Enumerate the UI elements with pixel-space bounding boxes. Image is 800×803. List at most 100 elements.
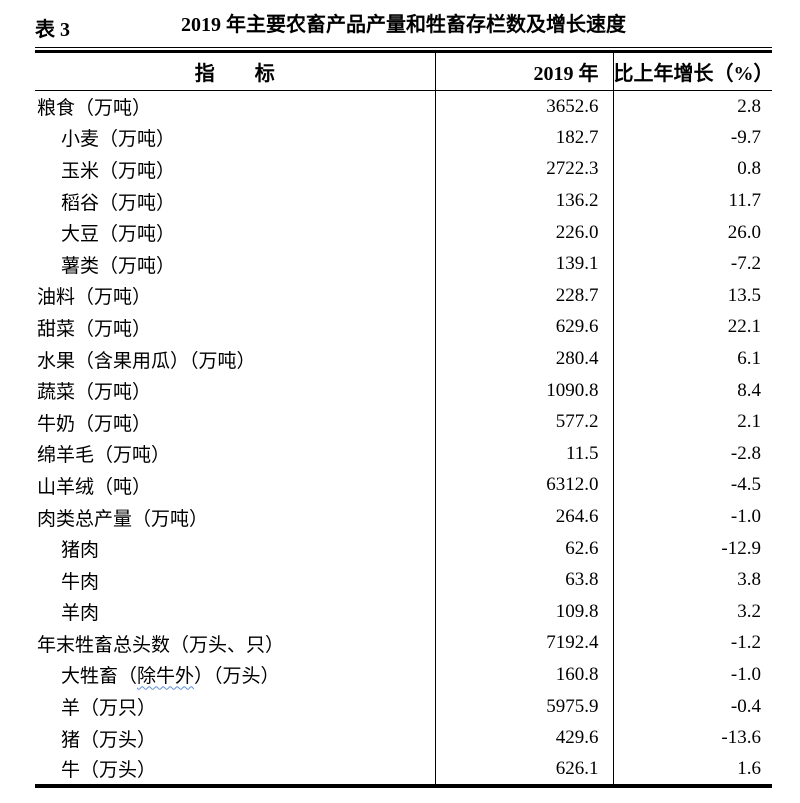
row-value-2019: 62.6 [434,532,613,565]
header-year: 2019 年 [434,53,613,91]
row-value-2019: 577.2 [434,406,613,439]
row-value-2019: 160.8 [434,659,613,691]
table-row: 小麦（万吨） 182.7 -9.7 [35,122,772,154]
table-row: 稻谷（万吨） 136.2 11.7 [35,185,772,217]
row-growth: -4.5 [612,469,772,502]
row-label-text: 小麦（万吨） [61,129,176,151]
row-label: 绵羊毛（万吨） [35,438,435,470]
row-label-text: 粮食（万吨） [37,98,152,120]
table-row: 油料（万吨） 228.7 13.5 [35,280,772,312]
row-value-2019: 626.1 [434,753,613,786]
row-label: 粮食（万吨） [35,91,435,123]
row-label: 小麦（万吨） [35,122,435,154]
row-value-2019: 5975.9 [434,690,613,723]
row-growth: -0.4 [612,690,772,723]
table-row: 牛肉 63.8 3.8 [35,564,772,596]
table-row: 甜菜（万吨） 629.6 22.1 [35,311,772,344]
row-growth: 2.8 [612,90,772,123]
row-label: 猪（万头） [35,722,435,754]
row-value-2019: 182.7 [434,122,613,154]
row-label-text: 大牲畜（除牛外）（万头） [61,666,280,688]
row-label: 牛肉 [35,564,435,596]
row-value-2019: 7192.4 [434,627,613,660]
table-row: 羊（万只） 5975.9 -0.4 [35,690,772,723]
row-growth: -9.7 [612,122,772,154]
row-label-text: 绵羊毛（万吨） [37,445,171,467]
row-growth: 13.5 [612,280,772,312]
statistics-table: 指 标 2019 年 比上年增长（%） 粮食（万吨） 3652.6 2.8 小麦… [35,53,774,788]
table-row: 羊肉 109.8 3.2 [35,596,772,628]
row-value-2019: 63.8 [434,564,613,596]
table-row: 水果（含果用瓜）（万吨） 280.4 6.1 [35,343,772,375]
row-label-text: 羊肉 [61,603,100,625]
row-label: 大牲畜（除牛外）（万头） [35,659,435,691]
row-value-2019: 226.0 [434,216,613,249]
row-label: 蔬菜（万吨） [35,375,435,407]
table-number-label: 表 3 [35,19,70,41]
row-label-text: 薯类（万吨） [61,255,176,277]
row-growth: 22.1 [612,311,772,344]
table-header: 指 标 2019 年 比上年增长（%） [35,53,774,91]
row-label: 牛奶（万吨） [35,406,435,438]
table-row: 薯类（万吨） 139.1 -7.2 [35,248,772,281]
header-growth: 比上年增长（%） [612,53,774,91]
table-row: 猪（万头） 429.6 -13.6 [35,722,772,754]
row-label: 油料（万吨） [35,280,435,312]
table-row: 猪肉 62.6 -12.9 [35,532,772,565]
row-growth: 11.7 [612,185,772,217]
row-label-text: 猪（万头） [61,729,157,751]
row-growth: 1.6 [612,753,772,786]
row-label-text: 牛奶（万吨） [37,413,152,435]
row-growth: -1.0 [612,659,772,691]
row-label-text: 年末牲畜总头数（万头、只） [37,634,285,656]
row-label-text: 油料（万吨） [37,287,152,309]
header-indicator: 指 标 [35,53,435,91]
row-label-text: 羊（万只） [61,698,157,720]
table-row: 年末牲畜总头数（万头、只） 7192.4 -1.2 [35,627,772,660]
row-label: 稻谷（万吨） [35,185,435,217]
table-row: 牛奶（万吨） 577.2 2.1 [35,406,772,439]
row-label: 甜菜（万吨） [35,312,435,344]
table-caption: 表 3 2019 年主要农畜产品产量和牲畜存栏数及增长速度 [35,11,772,41]
row-label-text: 甜菜（万吨） [37,318,152,340]
row-value-2019: 264.6 [434,501,613,533]
row-value-2019: 6312.0 [434,469,613,502]
row-value-2019: 3652.6 [434,90,613,123]
row-label-text: 蔬菜（万吨） [37,382,152,404]
table-row: 肉类总产量（万吨） 264.6 -1.0 [35,501,772,533]
row-label-text: 牛（万头） [61,760,157,782]
row-label-text: 牛肉 [61,571,100,593]
row-value-2019: 280.4 [434,343,613,375]
table-row: 大豆（万吨） 226.0 26.0 [35,216,772,249]
row-value-2019: 136.2 [434,185,613,217]
row-growth: 3.8 [612,564,772,596]
row-label: 牛（万头） [35,754,435,786]
row-growth: 2.1 [612,406,772,439]
row-label-text: 玉米（万吨） [61,160,176,182]
row-label-text: 水果（含果用瓜）（万吨） [37,350,256,372]
table-title: 2019 年主要农畜产品产量和牲畜存栏数及增长速度 [181,14,626,36]
row-growth: 0.8 [612,153,772,186]
table-row: 山羊绒（吨） 6312.0 -4.5 [35,469,772,502]
table-row: 粮食（万吨） 3652.6 2.8 [35,90,772,123]
table-row: 绵羊毛（万吨） 11.5 -2.8 [35,438,772,470]
row-value-2019: 109.8 [434,596,613,628]
row-label-text: 稻谷（万吨） [61,192,176,214]
table-row: 牛（万头） 626.1 1.6 [35,753,772,786]
row-growth: -1.2 [612,627,772,660]
table-row: 蔬菜（万吨） 1090.8 8.4 [35,374,772,407]
row-growth: -7.2 [612,248,772,281]
table-top-rule [35,47,772,53]
row-label: 羊肉 [35,596,435,628]
row-label-text: 猪肉 [61,540,100,562]
row-growth: -12.9 [612,532,772,565]
row-label-text: 大豆（万吨） [61,224,176,246]
row-label-text: 山羊绒（吨） [37,476,152,498]
row-growth: 26.0 [612,216,772,249]
spellcheck-wavy-underline: 除牛外 [137,666,195,688]
row-growth: -2.8 [612,438,772,470]
table-body: 粮食（万吨） 3652.6 2.8 小麦（万吨） 182.7 -9.7 玉米（万… [35,90,772,786]
row-label: 薯类（万吨） [35,248,435,280]
row-label: 山羊绒（吨） [35,470,435,502]
